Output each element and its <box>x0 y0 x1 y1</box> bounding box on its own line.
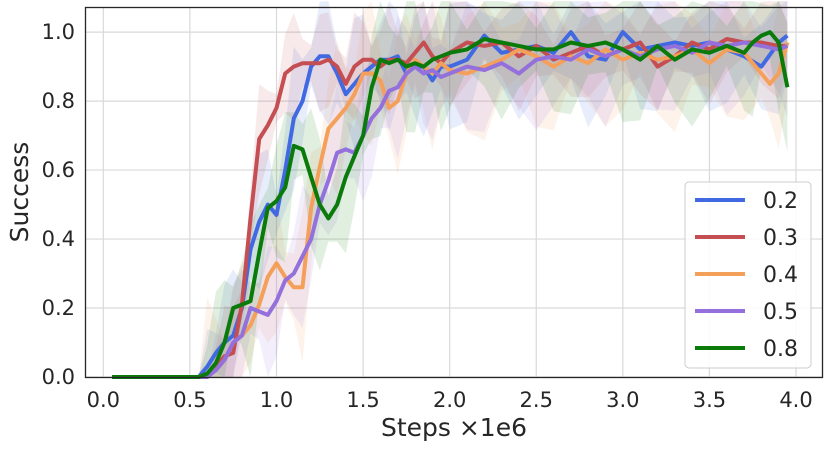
y-tick-label: 0.4 <box>42 227 75 251</box>
legend-label-0.2: 0.2 <box>763 189 798 214</box>
legend-label-0.8: 0.8 <box>763 337 798 362</box>
plot-frame <box>84 6 824 379</box>
legend-label-0.4: 0.4 <box>763 263 798 288</box>
band-series-0.8 <box>112 1 788 377</box>
y-tick-label: 1.0 <box>42 20 75 44</box>
x-tick-label: 0.5 <box>173 388 206 412</box>
x-tick-label: 0.0 <box>87 388 120 412</box>
y-axis-label: Success <box>5 142 34 243</box>
x-tick-labels: 0.0 0.5 1.0 1.5 2.0 2.5 3.0 3.5 4.0 <box>87 388 813 412</box>
y-tick-labels: 0.0 0.2 0.4 0.6 0.8 1.0 <box>42 20 75 389</box>
x-tick-label: 3.0 <box>606 388 639 412</box>
legend-label-0.5: 0.5 <box>763 300 798 325</box>
y-tick-label: 0.0 <box>42 365 75 389</box>
legend-label-0.3: 0.3 <box>763 226 798 251</box>
y-tick-label: 0.8 <box>42 89 75 113</box>
x-tick-label: 4.0 <box>779 388 812 412</box>
band-series-0.2 <box>112 1 788 377</box>
x-tick-label: 3.5 <box>693 388 726 412</box>
y-tick-label: 0.2 <box>42 296 75 320</box>
x-axis-label: Steps ×1e6 <box>381 413 527 442</box>
band-series-0.5 <box>112 1 788 377</box>
band-series-0.4 <box>112 1 788 377</box>
legend-box <box>684 181 812 369</box>
y-tick-label: 0.6 <box>42 158 75 182</box>
line-series-0.8 <box>112 30 790 379</box>
x-tick-label: 2.5 <box>520 388 553 412</box>
line-series-0.3 <box>112 37 788 379</box>
x-tick-label: 2.0 <box>433 388 466 412</box>
x-tick-label: 1.5 <box>346 388 379 412</box>
legend: 0.2 0.3 0.4 0.5 0.8 <box>684 181 812 369</box>
x-tick-label: 1.0 <box>260 388 293 412</box>
series-lines <box>112 30 790 379</box>
